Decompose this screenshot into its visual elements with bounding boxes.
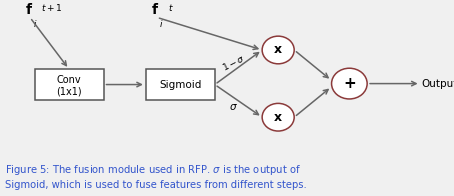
Text: $i$: $i$ [159,18,164,29]
Text: $i$: $i$ [33,18,37,29]
Circle shape [262,103,294,131]
Text: Sigmoid: Sigmoid [159,80,202,90]
Circle shape [331,68,367,99]
Text: Output: Output [422,79,454,89]
Text: $\mathbf{f}$: $\mathbf{f}$ [151,2,159,17]
Text: $\sigma$: $\sigma$ [229,102,238,112]
Text: Figure 5: The fusion module used in RFP. $\sigma$ is the output of
Sigmoid, whic: Figure 5: The fusion module used in RFP.… [5,163,306,190]
FancyBboxPatch shape [35,69,104,100]
Text: (1x1): (1x1) [56,86,82,96]
FancyBboxPatch shape [146,69,215,100]
Text: x: x [274,111,282,124]
Text: $\mathbf{f}$: $\mathbf{f}$ [25,2,33,17]
Text: +: + [343,76,356,91]
Text: x: x [274,44,282,56]
Text: Conv: Conv [57,75,81,85]
Text: $t+1$: $t+1$ [41,3,63,14]
Text: $t$: $t$ [168,3,174,14]
Circle shape [262,36,294,64]
Text: $1-\sigma$: $1-\sigma$ [220,52,247,73]
